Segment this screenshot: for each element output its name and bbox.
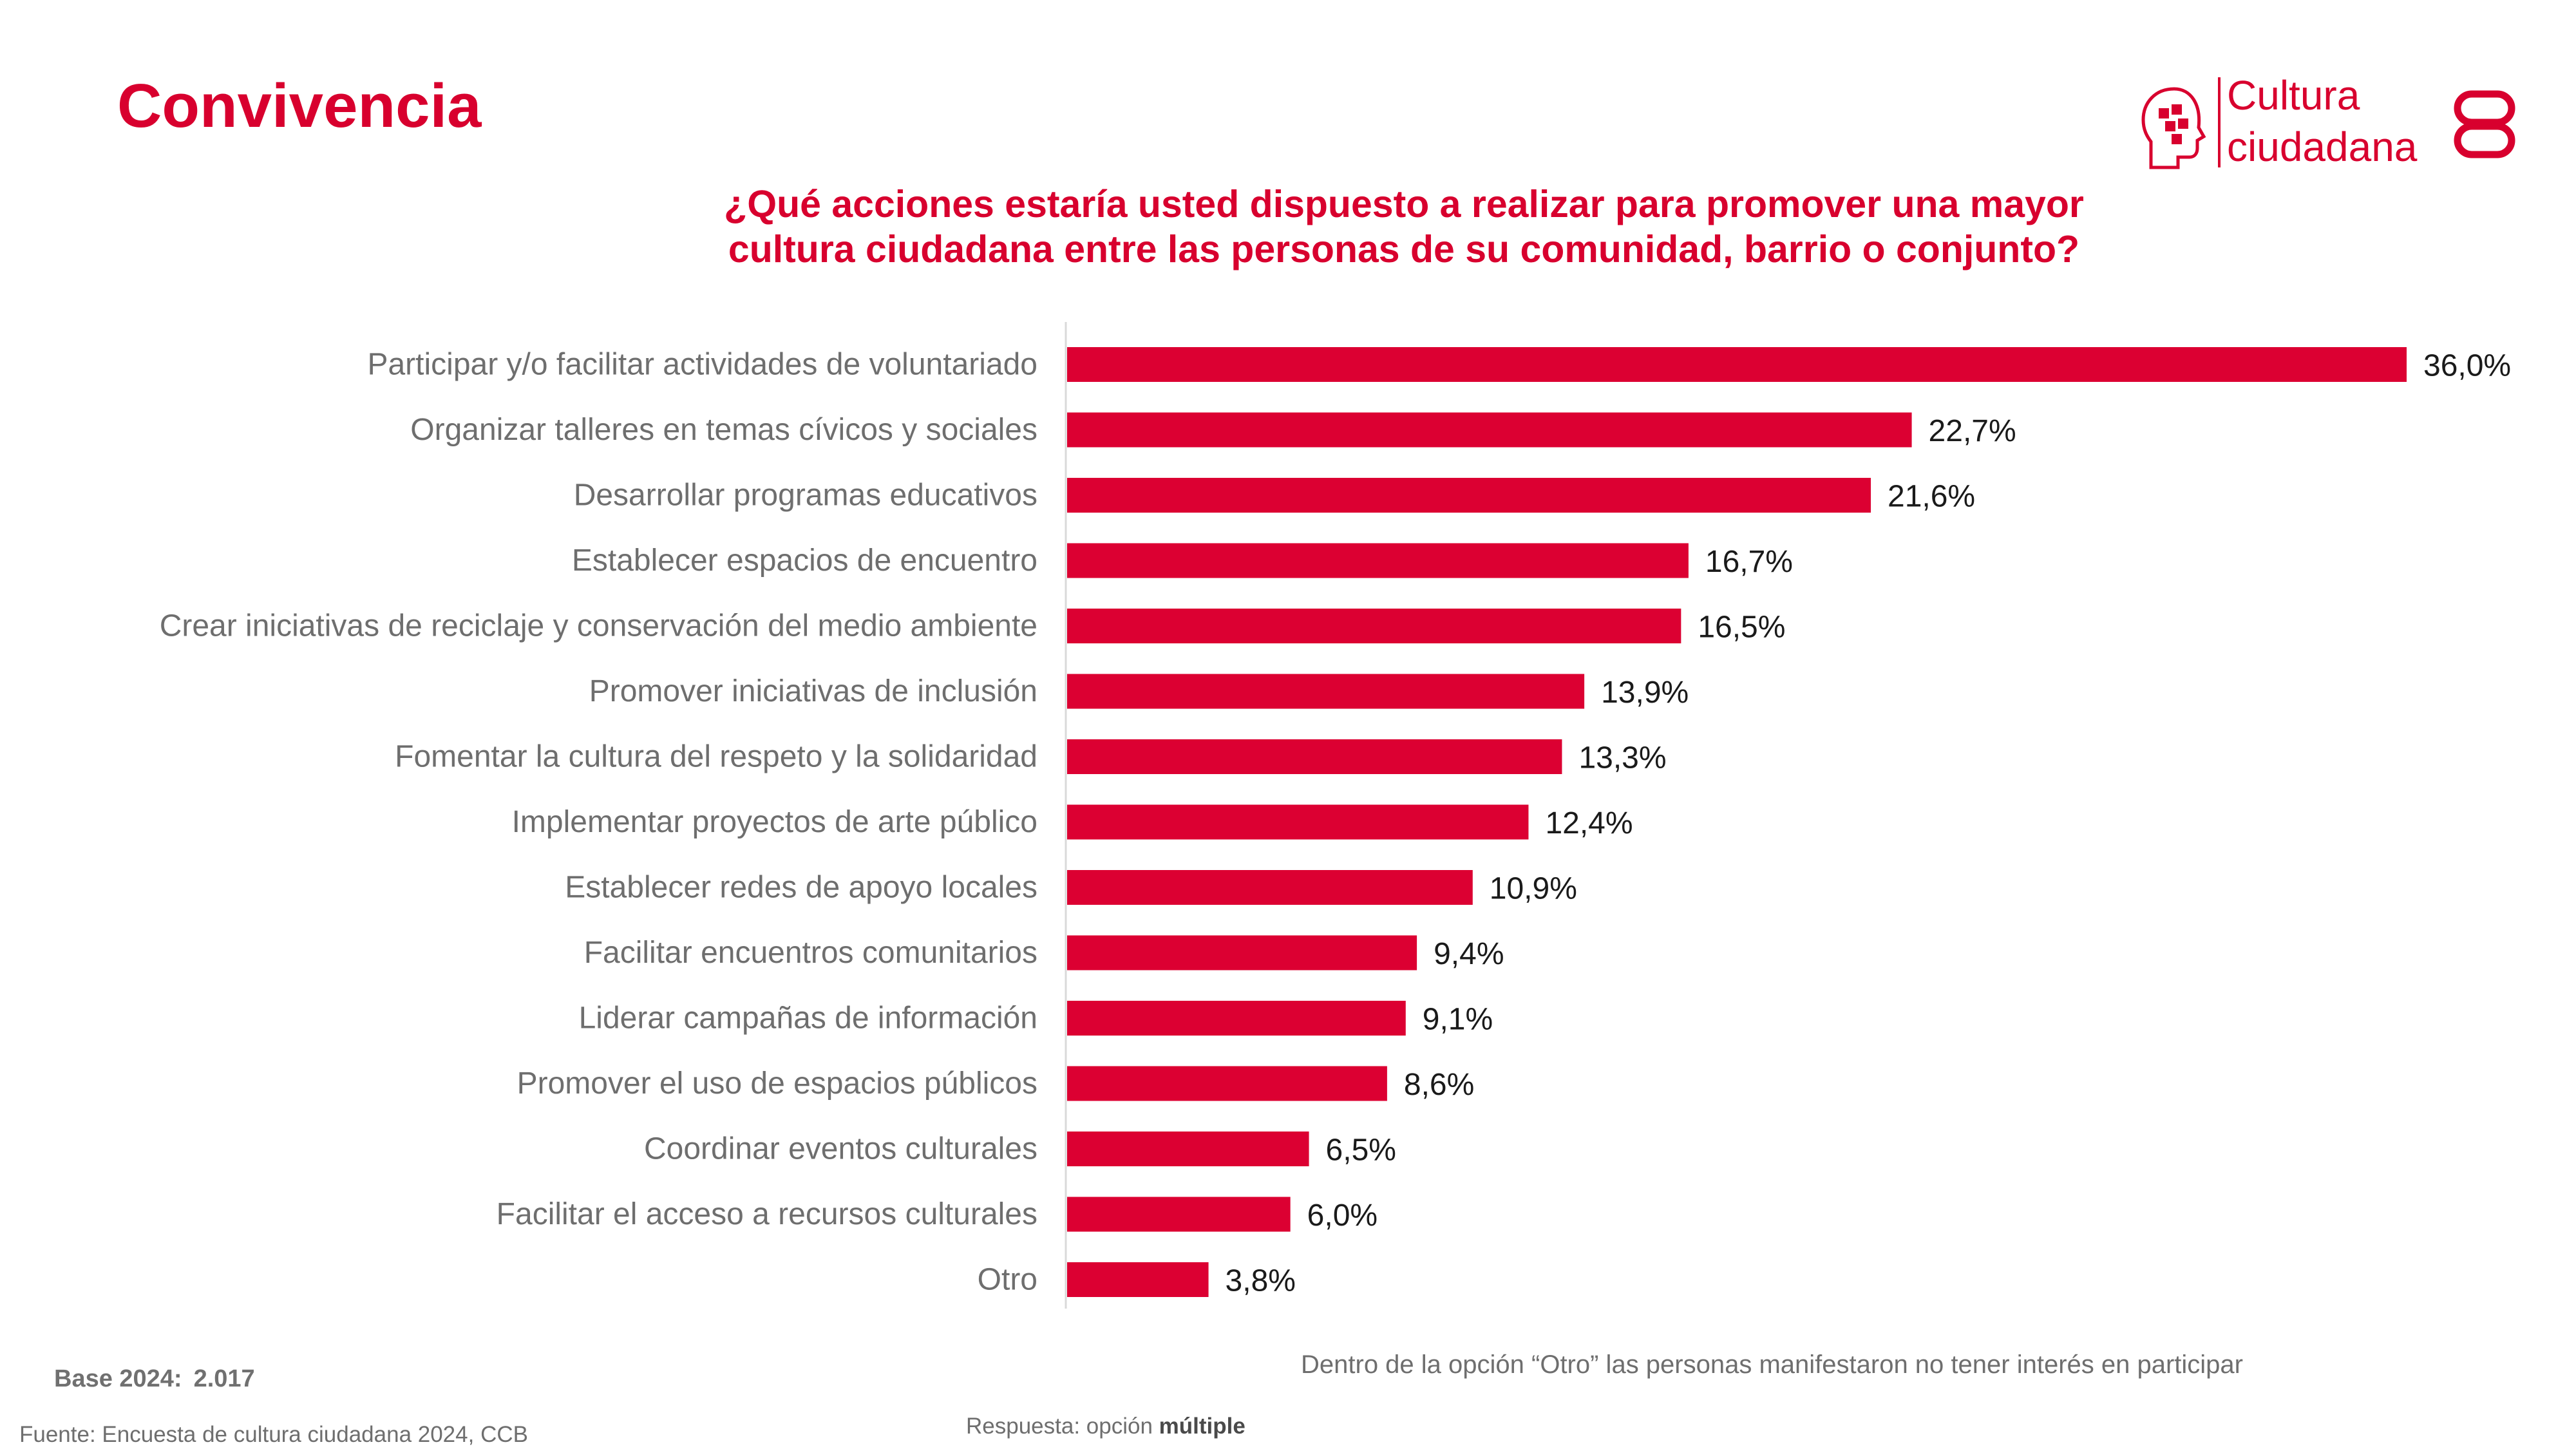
value-label: 12,4% — [1545, 806, 1633, 840]
chart-question: ¿Qué acciones estaría usted dispuesto a … — [451, 182, 2357, 272]
value-label: 9,1% — [1423, 1003, 1493, 1037]
value-label: 6,5% — [1326, 1133, 1396, 1168]
otro-note: Dentro de la opción “Otro” las personas … — [1301, 1350, 2243, 1379]
bar — [1067, 478, 1871, 513]
value-label: 3,8% — [1226, 1264, 1296, 1298]
cultura-ciudadana-logo: Cultura ciudadana — [2137, 70, 2523, 173]
response-type: Respuesta: opción múltiple — [966, 1414, 1245, 1439]
bar — [1067, 347, 2407, 382]
value-label: 9,4% — [1434, 937, 1504, 971]
bar — [1067, 1262, 1209, 1297]
category-label: Coordinar eventos culturales — [644, 1132, 1037, 1166]
category-label: Organizar talleres en temas cívicos y so… — [410, 413, 1037, 447]
bar — [1067, 674, 1585, 709]
value-label: 21,6% — [1888, 480, 1975, 514]
value-label: 13,3% — [1578, 741, 1666, 775]
category-label: Promover iniciativas de inclusión — [589, 674, 1037, 708]
logo-wordmark: Cultura ciudadana — [2227, 70, 2417, 173]
question-line-1: ¿Qué acciones estaría usted dispuesto a … — [724, 183, 2084, 225]
value-label: 16,7% — [1705, 545, 1793, 579]
base-label: Base 2024: — [54, 1365, 182, 1392]
bar — [1067, 609, 1681, 643]
base-sample: Base 2024: 2.017 — [54, 1365, 255, 1393]
category-label: Establecer redes de apoyo locales — [565, 871, 1037, 905]
bar — [1067, 804, 1529, 840]
value-label: 36,0% — [2423, 349, 2511, 383]
base-value: 2.017 — [193, 1365, 255, 1392]
category-label: Implementar proyectos de arte público — [512, 805, 1037, 839]
bar — [1067, 1132, 1309, 1166]
category-label: Establecer espacios de encuentro — [572, 544, 1037, 578]
value-label: 16,5% — [1698, 611, 1785, 645]
category-label: Fomentar la cultura del respeto y la sol… — [395, 740, 1037, 774]
source-note: Fuente: Encuesta de cultura ciudadana 20… — [19, 1422, 528, 1447]
category-label: Liderar campañas de información — [579, 1001, 1037, 1036]
bar — [1067, 870, 1473, 905]
bar — [1067, 543, 1689, 578]
category-label: Crear iniciativas de reciclaje y conserv… — [160, 609, 1037, 643]
category-label: Promover el uso de espacios públicos — [517, 1066, 1037, 1101]
response-prefix: Respuesta: opción — [966, 1414, 1153, 1439]
value-label: 13,9% — [1601, 676, 1689, 710]
category-label: Facilitar encuentros comunitarios — [584, 936, 1037, 970]
response-type-bold: múltiple — [1159, 1414, 1245, 1439]
logo-line-1: Cultura — [2227, 72, 2360, 118]
bar — [1067, 412, 1912, 448]
bar — [1067, 1001, 1406, 1036]
bar — [1067, 1197, 1291, 1232]
logo-divider — [2218, 77, 2221, 167]
value-label: 8,6% — [1404, 1068, 1474, 1102]
question-line-2: cultura ciudadana entre las personas de … — [728, 228, 2080, 270]
category-label: Desarrollar programas educativos — [574, 478, 1037, 513]
value-label: 22,7% — [1929, 414, 2016, 448]
ccb-logo-icon — [2454, 90, 2515, 158]
head-puzzle-icon — [2141, 87, 2206, 169]
value-label: 6,0% — [1307, 1198, 1378, 1233]
value-label: 10,9% — [1490, 872, 1577, 906]
bar — [1067, 1066, 1387, 1101]
logo-line-2: ciudadana — [2227, 124, 2418, 170]
category-label: Participar y/o facilitar actividades de … — [367, 348, 1037, 382]
category-label: Facilitar el acceso a recursos culturale… — [497, 1197, 1037, 1231]
bar — [1067, 739, 1562, 774]
category-label: Otro — [978, 1263, 1037, 1297]
page-title: Convivencia — [117, 71, 482, 140]
bar — [1067, 935, 1417, 971]
